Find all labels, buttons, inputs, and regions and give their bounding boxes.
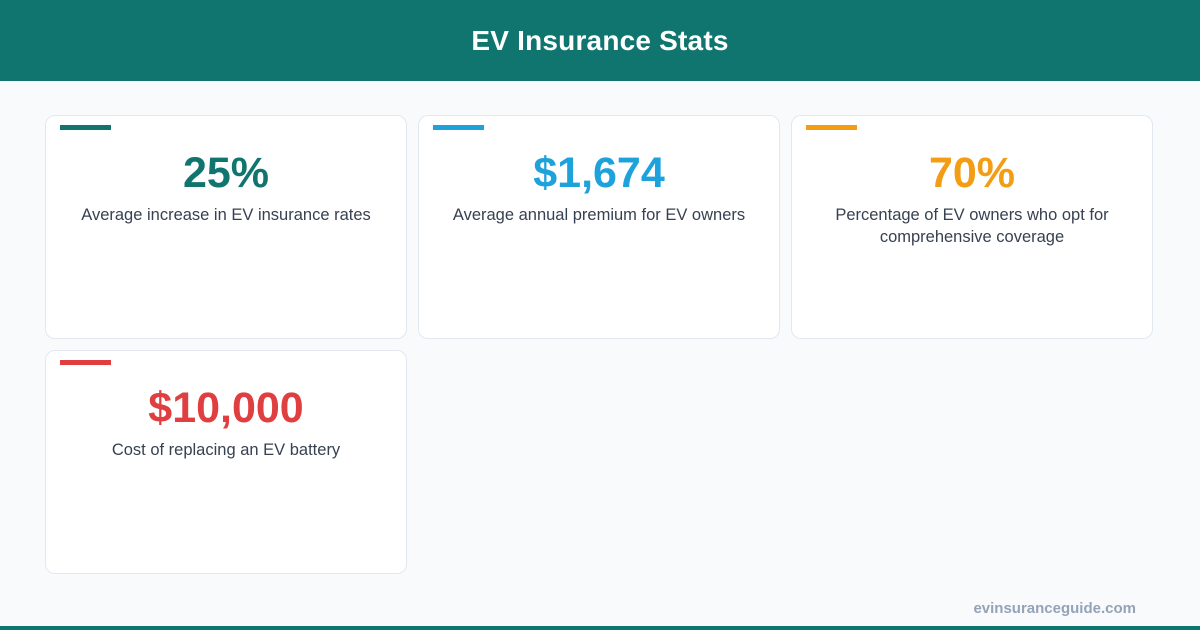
stat-label: Percentage of EV owners who opt for comp… — [835, 206, 1109, 246]
stat-value: $1,674 — [533, 149, 665, 197]
stat-value: 70% — [928, 149, 1016, 197]
footer-bar — [0, 626, 1200, 630]
stat-card-insurance-rate-increase: 25% Average increase in EV insurance rat… — [45, 115, 407, 339]
card-accent-bar — [60, 125, 111, 130]
stat-card-annual-premium: $1,674 Average annual premium for EV own… — [418, 115, 780, 339]
stat-label: Average annual premium for EV owners — [452, 206, 746, 224]
stat-value: 25% — [182, 149, 270, 197]
page-title: EV Insurance Stats — [471, 24, 729, 56]
stat-label: Cost of replacing an EV battery — [111, 441, 341, 459]
footer-site-name: evinsuranceguide.com — [973, 600, 1136, 617]
card-accent-bar — [60, 360, 111, 365]
stat-card-comprehensive-coverage: 70% Percentage of EV owners who opt for … — [791, 115, 1153, 339]
stat-card-battery-replacement: $10,000 Cost of replacing an EV battery — [45, 350, 407, 574]
card-accent-bar — [806, 125, 857, 130]
stat-value: $10,000 — [148, 384, 304, 432]
card-accent-bar — [433, 125, 484, 130]
header-bar: EV Insurance Stats — [0, 0, 1200, 81]
stat-label: Average increase in EV insurance rates — [81, 206, 371, 224]
